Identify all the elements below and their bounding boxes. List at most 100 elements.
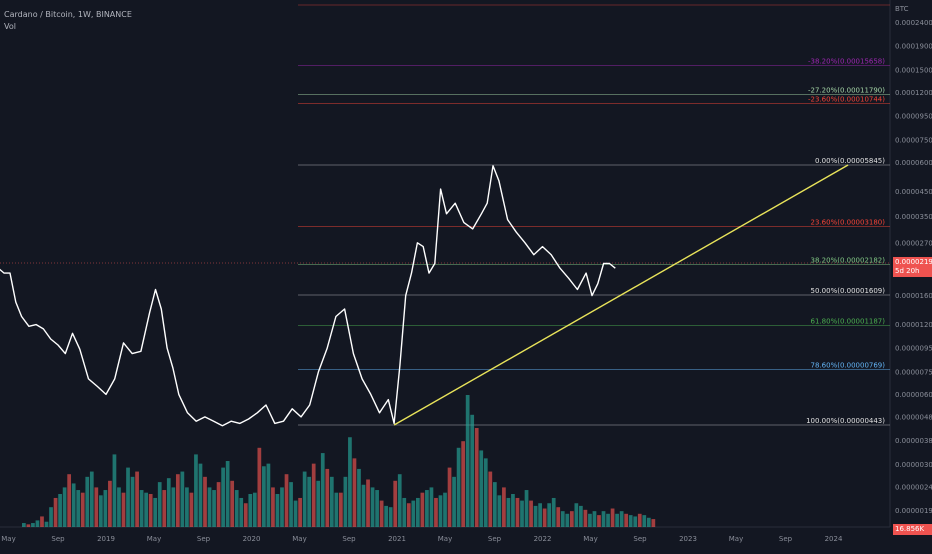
fib-level-label: -27.20%(0.00011790) bbox=[808, 86, 885, 94]
volume-bar bbox=[234, 490, 239, 527]
volume-bar bbox=[538, 503, 542, 527]
volume-bar bbox=[135, 471, 139, 527]
volume-bar bbox=[452, 476, 456, 527]
volume-bar bbox=[370, 487, 375, 527]
volume-bar bbox=[298, 497, 302, 527]
volume-bar bbox=[230, 480, 235, 527]
volume-bar bbox=[293, 500, 298, 527]
fib-level-label: -23.60%(0.00010744) bbox=[808, 96, 885, 104]
indicator-label: Vol bbox=[4, 22, 16, 31]
volume-bar bbox=[619, 511, 624, 527]
fib-level-label: 50.00%(0.00001609) bbox=[811, 287, 886, 295]
x-tick-label: Sep bbox=[633, 535, 647, 543]
volume-bar bbox=[560, 511, 565, 527]
x-tick-label: 2024 bbox=[825, 535, 843, 543]
volume-bar bbox=[434, 497, 438, 527]
volume-bar bbox=[375, 490, 379, 527]
volume-bar bbox=[148, 494, 153, 527]
volume-bar bbox=[574, 503, 579, 527]
volume-bar bbox=[26, 524, 31, 527]
volume-bar bbox=[379, 500, 384, 527]
volume-bar bbox=[320, 453, 325, 527]
volume-bar bbox=[189, 492, 194, 527]
volume-bar bbox=[44, 521, 49, 527]
volume-bar bbox=[225, 461, 230, 527]
volume-bar bbox=[406, 503, 411, 527]
volume-bar bbox=[624, 513, 629, 527]
volume-bar bbox=[633, 516, 638, 527]
volume-bar bbox=[438, 495, 443, 527]
volume-bar bbox=[80, 492, 85, 527]
volume-bar bbox=[175, 474, 180, 527]
x-tick-label: Sep bbox=[779, 535, 793, 543]
x-tick-label: May bbox=[438, 535, 452, 543]
volume-bar bbox=[551, 497, 556, 527]
volume-bar bbox=[252, 492, 257, 527]
volume-bar bbox=[483, 458, 488, 527]
volume-bar bbox=[488, 471, 493, 527]
volume-bar bbox=[533, 505, 538, 527]
price-tag: 0.00002199 5d 20h bbox=[893, 257, 932, 277]
volume-bar bbox=[166, 478, 171, 527]
volume-bar bbox=[565, 513, 570, 527]
volume-bar bbox=[112, 454, 117, 527]
x-tick-label: 2023 bbox=[679, 535, 697, 543]
volume-bar bbox=[579, 505, 583, 527]
volume-bar bbox=[316, 480, 321, 527]
volume-bar bbox=[284, 474, 289, 527]
volume-bar bbox=[334, 492, 339, 527]
volume-bar bbox=[357, 468, 361, 527]
volume-bar bbox=[171, 487, 176, 527]
fib-level-label: 100.00%(0.00000443) bbox=[806, 417, 885, 425]
volume-bar bbox=[121, 492, 126, 527]
volume-bar bbox=[361, 484, 366, 527]
volume-bar bbox=[447, 467, 452, 527]
volume-bar bbox=[506, 497, 511, 527]
fib-level-label: 61.80%(0.00001187) bbox=[811, 318, 886, 326]
volume-bar bbox=[22, 523, 26, 527]
volume-bar bbox=[343, 476, 348, 527]
volume-bar bbox=[262, 466, 266, 527]
volume-bar bbox=[443, 492, 447, 527]
x-tick-label: Sep bbox=[51, 535, 65, 543]
x-tick-label: May bbox=[1, 535, 15, 543]
volume-bar bbox=[248, 494, 253, 527]
chart-title: Cardano / Bitcoin, 1W, BINANCE bbox=[4, 10, 132, 19]
x-tick-label: Sep bbox=[488, 535, 502, 543]
volume-bar bbox=[461, 441, 465, 527]
volume-bar bbox=[49, 507, 53, 527]
fib-level-label: 23.60%(0.00003180) bbox=[811, 218, 886, 226]
volume-bar bbox=[524, 490, 529, 527]
volume-tag: 16.856K bbox=[893, 524, 932, 535]
volume-bar bbox=[289, 482, 293, 527]
volume-bar bbox=[628, 515, 633, 527]
volume-bar bbox=[221, 467, 225, 527]
volume-bar bbox=[556, 507, 561, 527]
volume-bar bbox=[194, 454, 198, 527]
price-tag-countdown: 5d 20h bbox=[895, 267, 920, 275]
volume-bar bbox=[94, 487, 99, 527]
volume-bar bbox=[420, 492, 425, 527]
volume-bar bbox=[307, 476, 312, 527]
volume-bar bbox=[144, 492, 148, 527]
x-tick-label: May bbox=[292, 535, 306, 543]
volume-bar bbox=[646, 517, 651, 527]
volume-bar bbox=[275, 494, 280, 527]
volume-bar bbox=[393, 480, 398, 527]
volume-bar bbox=[157, 482, 162, 527]
y-tick-label: 0.00000190 bbox=[895, 507, 932, 515]
volume-bar bbox=[520, 500, 524, 527]
volume-bar bbox=[62, 487, 67, 527]
